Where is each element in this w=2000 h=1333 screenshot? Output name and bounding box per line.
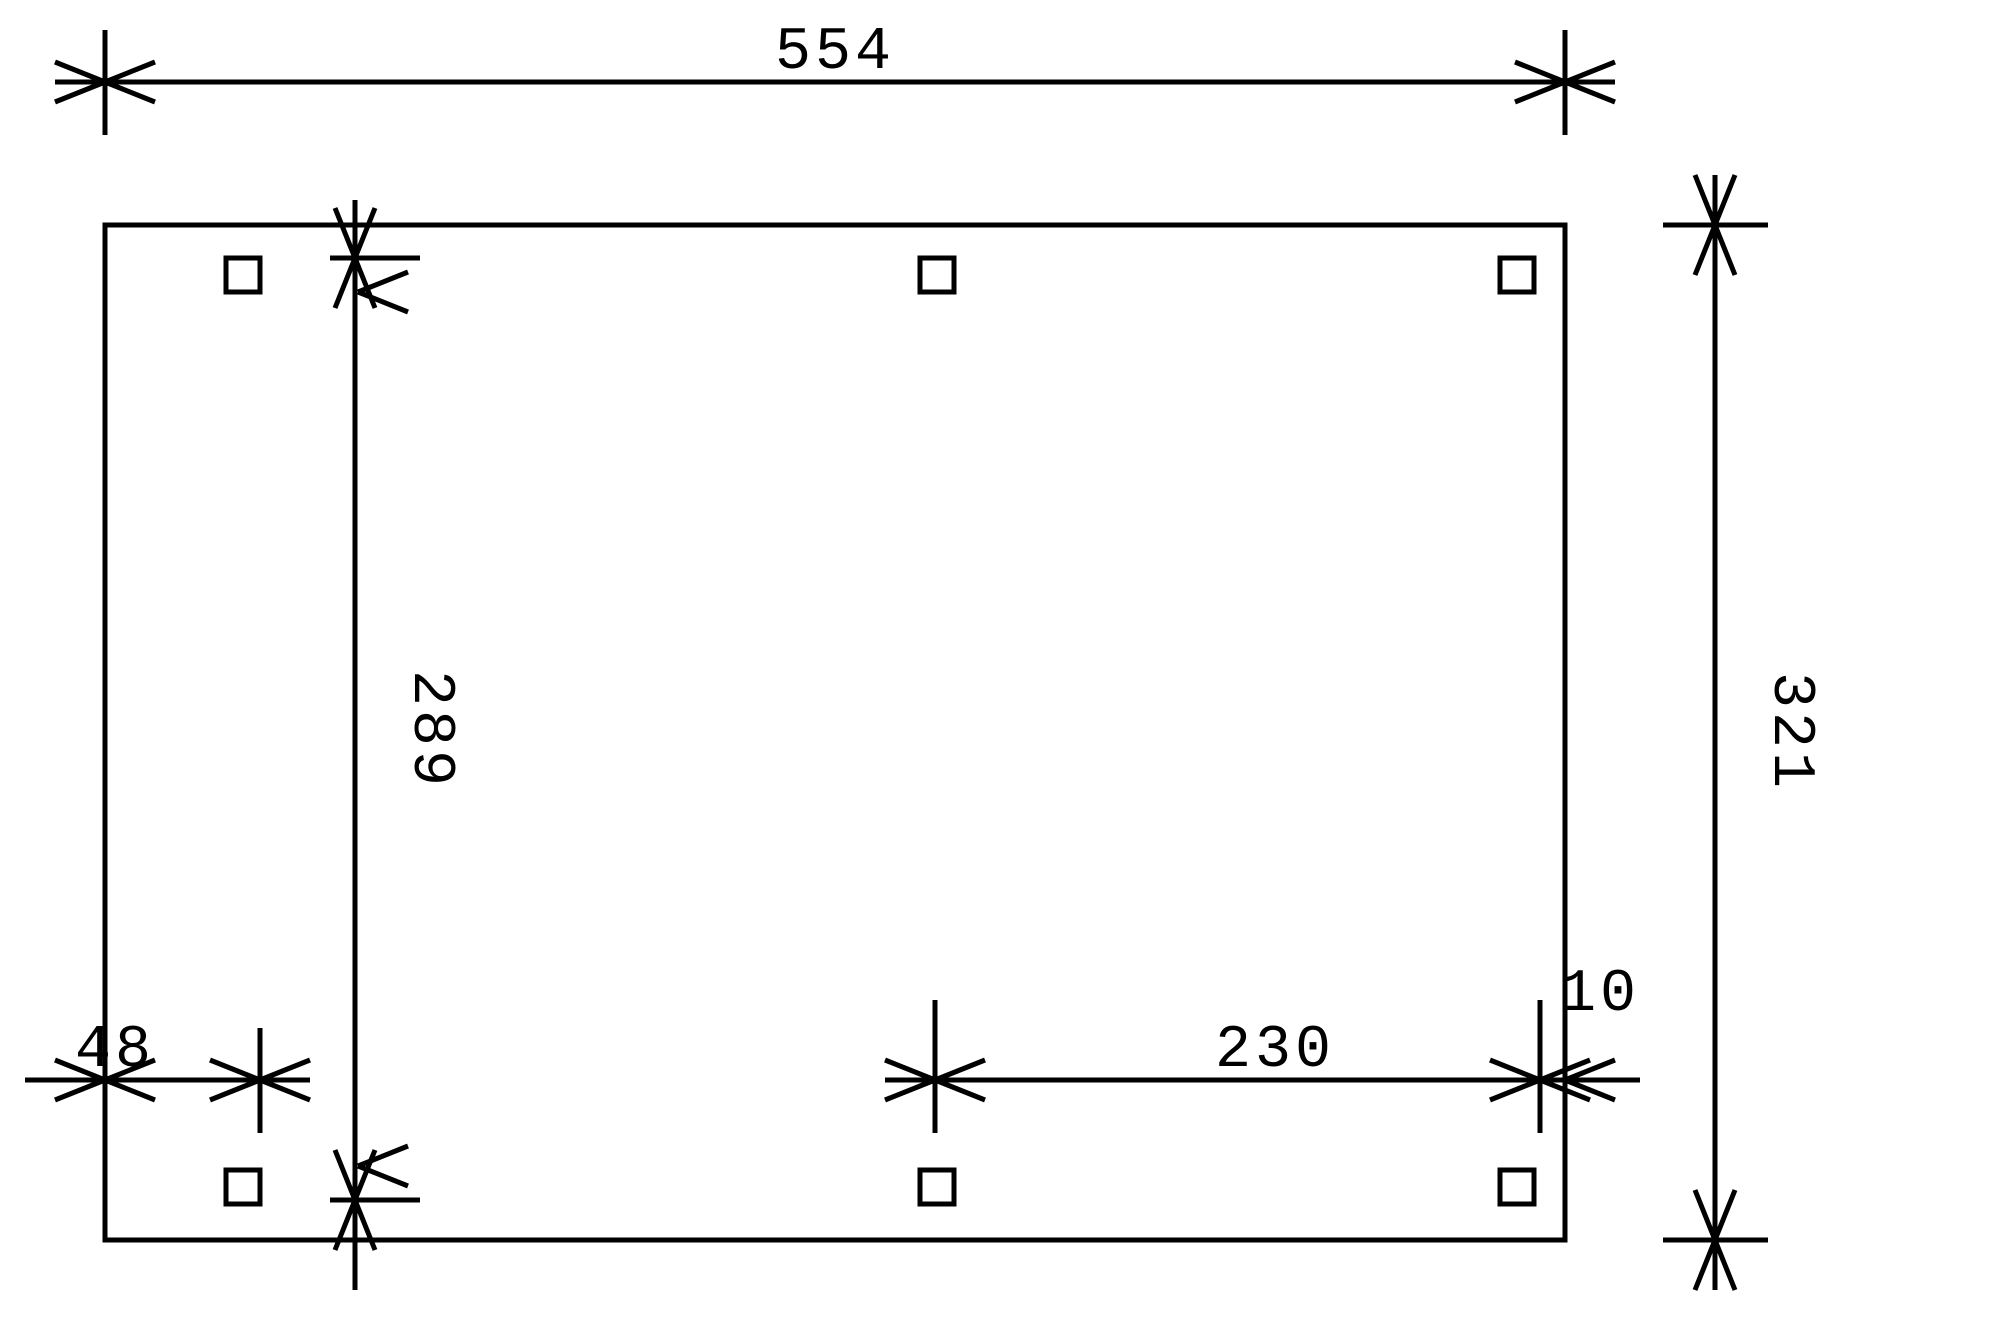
post (1500, 1170, 1534, 1204)
dim-right-height (1663, 175, 1768, 1290)
post (920, 1170, 954, 1204)
dim-left-offset (25, 1028, 310, 1133)
dim-right-height-label: 321 (1756, 672, 1824, 792)
post (226, 258, 260, 292)
dim-left-offset-label: 48 (75, 1017, 155, 1085)
outer-boundary (105, 225, 1565, 1240)
dim-inner-height-label: 289 (396, 670, 464, 790)
dim-right-offset-label: 10 (1560, 961, 1640, 1029)
dim-top-width-label: 554 (775, 19, 895, 87)
technical-drawing: 554 321 289 48 (0, 0, 2000, 1333)
post (920, 258, 954, 292)
dim-center-span-label: 230 (1215, 1017, 1335, 1085)
post (226, 1170, 260, 1204)
post (1500, 258, 1534, 292)
